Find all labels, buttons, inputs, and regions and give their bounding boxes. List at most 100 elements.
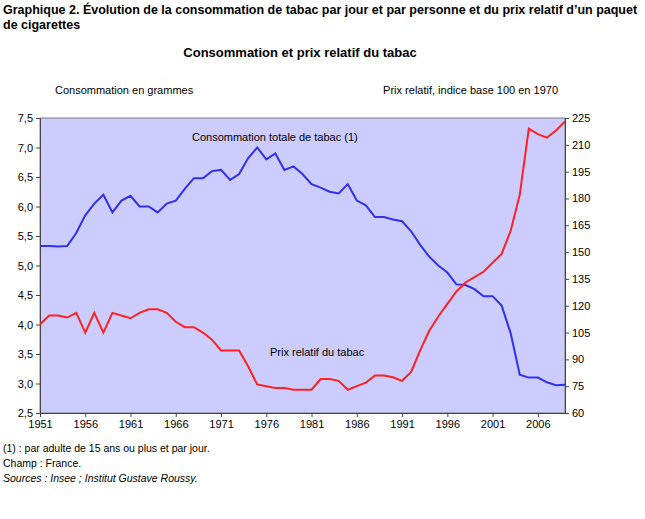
tick-label: 1981 <box>300 418 324 430</box>
axis-line <box>565 119 566 414</box>
tick: 2,5 <box>18 407 40 419</box>
tick-label: 195 <box>572 166 590 178</box>
tick-label: 5,5 <box>18 230 33 242</box>
tick-label: 60 <box>572 407 584 419</box>
tick-mark <box>36 295 40 296</box>
plot-area <box>40 122 565 390</box>
tick: 150 <box>565 246 590 258</box>
tick: 3,5 <box>18 348 40 360</box>
tick-label: 210 <box>572 139 590 151</box>
tick: 165 <box>565 219 590 231</box>
tick-label: 1966 <box>164 418 188 430</box>
tick-mark <box>565 306 569 307</box>
tick: 105 <box>565 327 590 339</box>
tick-mark <box>36 177 40 178</box>
tick: 2006 <box>526 413 550 430</box>
tick-mark <box>36 354 40 355</box>
tick: 195 <box>565 166 590 178</box>
tick-label: 3,5 <box>18 348 33 360</box>
line-series <box>40 148 565 386</box>
tick-label: 1971 <box>209 418 233 430</box>
tick-label: 2,5 <box>18 407 33 419</box>
tick: 1981 <box>300 413 324 430</box>
tick-mark <box>493 413 494 417</box>
tick-mark <box>176 413 177 417</box>
tick-label: 4,5 <box>18 289 33 301</box>
tick: 7,5 <box>18 112 40 124</box>
tick-label: 1996 <box>436 418 460 430</box>
tick-label: 3,0 <box>18 378 33 390</box>
tick: 90 <box>565 353 584 365</box>
tick-label: 2006 <box>526 418 550 430</box>
tick-mark <box>85 413 86 417</box>
plot-background <box>40 118 565 413</box>
tick-label: 1976 <box>255 418 279 430</box>
tick-mark <box>402 413 403 417</box>
tick: 210 <box>565 139 590 151</box>
tick-mark <box>40 413 41 417</box>
y-axis: 2,5 3,0 3,5 4,0 4,5 5,0 5,5 6,0 6,5 7,0 7,5 <box>18 112 41 419</box>
tick: 7,0 <box>18 142 40 154</box>
tick-mark <box>565 279 569 280</box>
tick-mark <box>565 333 569 334</box>
tick: 60 <box>565 407 584 419</box>
y2-axis: 60 75 90 105 120 135 150 165 180 195 210 225 <box>565 112 590 419</box>
tick-mark <box>36 118 40 119</box>
tick-mark <box>221 413 222 417</box>
tick-label: 7,0 <box>18 142 33 154</box>
chart: Graphique 2. Évolution de la consommatio… <box>0 0 645 519</box>
tick: 6,5 <box>18 171 40 183</box>
tick-label: 2001 <box>481 418 505 430</box>
tick-label: 4,0 <box>18 319 33 331</box>
note: Sources : Insee ; Institut Gustave Rouss… <box>3 472 198 484</box>
tick-label: 165 <box>572 219 590 231</box>
tick-label: 1951 <box>28 418 52 430</box>
tick: 2001 <box>481 413 505 430</box>
tick-label: 120 <box>572 300 590 312</box>
y-axis-title: Consommation en grammes <box>55 84 194 96</box>
tick-mark <box>36 325 40 326</box>
tick-mark <box>36 413 40 414</box>
tick: 3,0 <box>18 378 40 390</box>
subtitle: Consommation et prix relatif du tabac <box>183 45 416 60</box>
line-series <box>40 122 565 390</box>
tick: 180 <box>565 192 590 204</box>
tick: 5,5 <box>18 230 40 242</box>
tick: 135 <box>565 273 590 285</box>
tick-label: 105 <box>572 327 590 339</box>
tick-label: 1956 <box>74 418 98 430</box>
tick-mark <box>565 118 569 119</box>
tick-label: 1991 <box>390 418 414 430</box>
tick-mark <box>312 413 313 417</box>
tick-mark <box>36 384 40 385</box>
tick-mark <box>357 413 358 417</box>
tick: 75 <box>565 380 584 392</box>
tick-mark <box>36 148 40 149</box>
title: Graphique 2. Évolution de la consommatio… <box>3 2 638 32</box>
tick-label: 6,0 <box>18 201 33 213</box>
tick-mark <box>565 225 569 226</box>
tick: 4,0 <box>18 319 40 331</box>
tick: 1996 <box>436 413 460 430</box>
tick: 1956 <box>74 413 98 430</box>
tick: 6,0 <box>18 201 40 213</box>
tick-label: 90 <box>572 353 584 365</box>
tick-mark <box>565 359 569 360</box>
tick-label: 5,0 <box>18 260 33 272</box>
tick: 1961 <box>119 413 143 430</box>
tick-label: 6,5 <box>18 171 33 183</box>
tick-label: 1961 <box>119 418 143 430</box>
axis-line <box>41 413 566 414</box>
y2-axis-title: Prix relatif, indice base 100 en 1970 <box>383 84 558 96</box>
tick-mark <box>565 252 569 253</box>
tick-mark <box>131 413 132 417</box>
tick-mark <box>565 413 569 414</box>
tick-mark <box>36 266 40 267</box>
tick-mark <box>565 145 569 146</box>
tick-label: 225 <box>572 112 590 124</box>
tick-label: 180 <box>572 192 590 204</box>
tick-mark <box>565 386 569 387</box>
tick-label: 150 <box>572 246 590 258</box>
tick-mark <box>36 207 40 208</box>
note: Champ : France. <box>3 457 81 469</box>
